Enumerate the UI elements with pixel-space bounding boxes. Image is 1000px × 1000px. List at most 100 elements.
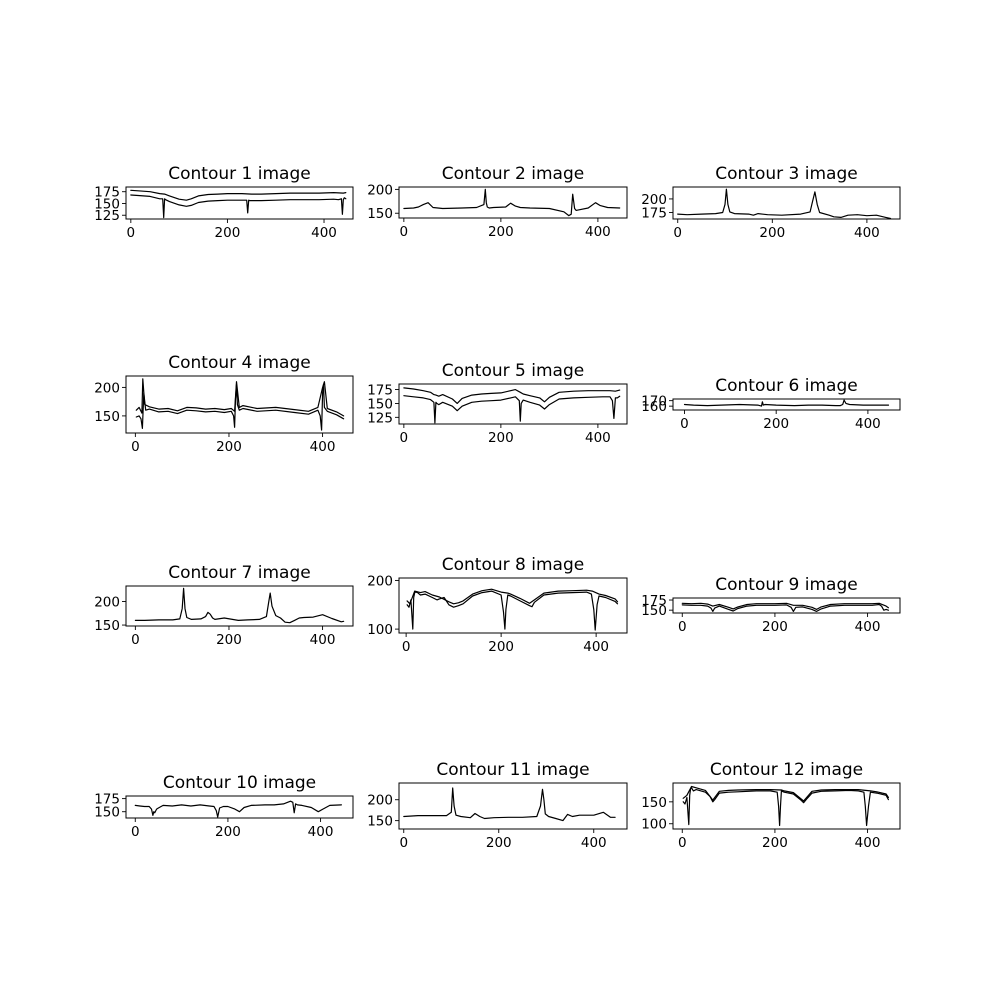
plot-frame — [672, 782, 901, 830]
x-tick-label: 0 — [678, 835, 687, 851]
x-tick-label: 0 — [127, 225, 136, 241]
contour-trace-1 — [403, 395, 621, 424]
contour-8-subplot: Contour 8 image 0 200 400 100 200 — [367, 555, 628, 655]
contour-trace-1 — [403, 188, 621, 217]
y-tick-label: 175 — [94, 792, 120, 808]
contour-trace-2 — [682, 785, 889, 802]
contour-trace-2 — [130, 189, 347, 201]
x-tick-label: 200 — [762, 835, 788, 851]
y-tick-label: 150 — [641, 795, 667, 811]
y-tick-label: 150 — [641, 603, 667, 619]
subplot-title: Contour 12 image — [710, 760, 863, 780]
plot-frame — [125, 795, 354, 819]
x-tick-label: 0 — [680, 416, 689, 432]
x-tick-label: 0 — [402, 639, 411, 655]
y-tick-label: 200 — [94, 380, 120, 396]
x-tick-label: 400 — [855, 416, 881, 432]
x-tick-label: 400 — [854, 225, 880, 241]
plot-frame — [672, 597, 901, 614]
contour-7-subplot: Contour 7 image 0 200 400 150 200 — [94, 563, 354, 648]
subplot-title: Contour 8 image — [442, 555, 584, 575]
y-tick-label: 125 — [367, 410, 393, 426]
contour-trace-1 — [682, 787, 889, 827]
y-tick-label: 200 — [367, 182, 393, 198]
x-tick-label: 400 — [855, 835, 881, 851]
x-tick-label: 200 — [215, 824, 241, 840]
x-tick-label: 400 — [581, 835, 607, 851]
y-tick-label: 150 — [94, 196, 120, 212]
y-tick-label: 100 — [367, 622, 393, 638]
x-tick-label: 200 — [759, 225, 785, 241]
x-tick-label: 400 — [583, 639, 609, 655]
y-tick-label: 175 — [641, 205, 667, 221]
plot-frame — [398, 782, 628, 830]
x-tick-label: 400 — [585, 430, 611, 446]
subplot-title: Contour 10 image — [163, 773, 316, 793]
y-tick-label: 125 — [94, 208, 120, 224]
contour-trace-1 — [681, 603, 889, 612]
contour-12-subplot: Contour 12 image 0 200 400 100 150 — [641, 760, 901, 851]
contour-trace-2 — [135, 378, 345, 417]
x-tick-label: 200 — [486, 835, 512, 851]
contour-trace-1 — [130, 194, 347, 219]
x-tick-label: 0 — [131, 439, 140, 455]
x-tick-label: 400 — [311, 225, 337, 241]
subplot-title: Contour 3 image — [715, 164, 857, 184]
x-tick-label: 200 — [488, 430, 514, 446]
plot-frame — [398, 383, 628, 425]
plot-frame — [398, 577, 628, 634]
y-tick-label: 150 — [94, 618, 120, 634]
contour-trace-2 — [681, 602, 889, 610]
y-tick-label: 100 — [641, 817, 667, 833]
contour-11-subplot: Contour 11 image 0 200 400 150 200 — [367, 760, 628, 851]
y-tick-label: 150 — [367, 396, 393, 412]
subplot-title: Contour 9 image — [715, 575, 857, 595]
contour-trace-1 — [683, 399, 890, 407]
x-tick-label: 400 — [310, 439, 336, 455]
contour-trace-1 — [134, 587, 345, 624]
y-tick-label: 200 — [641, 192, 667, 208]
x-tick-label: 400 — [855, 619, 881, 635]
y-tick-label: 150 — [367, 814, 393, 830]
y-tick-label: 150 — [94, 805, 120, 821]
y-tick-label: 175 — [94, 185, 120, 201]
subplot-title: Contour 6 image — [715, 376, 857, 396]
x-tick-label: 200 — [488, 224, 514, 240]
x-tick-label: 0 — [678, 619, 687, 635]
y-tick-label: 200 — [367, 573, 393, 589]
x-tick-label: 400 — [585, 224, 611, 240]
y-tick-label: 175 — [367, 383, 393, 399]
x-tick-label: 200 — [763, 416, 789, 432]
plot-frame — [672, 398, 901, 411]
x-tick-label: 400 — [308, 824, 334, 840]
subplot-title: Contour 5 image — [442, 361, 584, 381]
contour-2-subplot: Contour 2 image 0 200 400 150 200 — [367, 164, 628, 240]
x-tick-label: 200 — [488, 639, 514, 655]
y-tick-label: 150 — [94, 409, 120, 425]
contour-4-subplot: Contour 4 image 0 200 400 150 200 — [94, 353, 354, 455]
subplot-title: Contour 4 image — [168, 353, 310, 373]
x-tick-label: 0 — [131, 824, 140, 840]
plot-frame — [125, 585, 354, 627]
plot-frame — [672, 186, 901, 220]
contour-trace-1 — [403, 787, 616, 822]
subplot-title: Contour 11 image — [436, 760, 589, 780]
plot-frame — [398, 186, 628, 219]
contour-trace-2 — [403, 387, 621, 404]
y-tick-label: 170 — [641, 394, 667, 410]
x-tick-label: 0 — [399, 835, 408, 851]
y-tick-label: 200 — [367, 793, 393, 809]
contour-trace-1 — [677, 188, 892, 219]
y-tick-label: 200 — [94, 595, 120, 611]
x-tick-label: 400 — [310, 632, 336, 648]
x-tick-label: 0 — [131, 632, 140, 648]
x-tick-label: 200 — [762, 619, 788, 635]
contour-trace-2 — [406, 588, 619, 605]
x-tick-label: 0 — [673, 225, 682, 241]
contour-trace-1 — [406, 590, 619, 631]
